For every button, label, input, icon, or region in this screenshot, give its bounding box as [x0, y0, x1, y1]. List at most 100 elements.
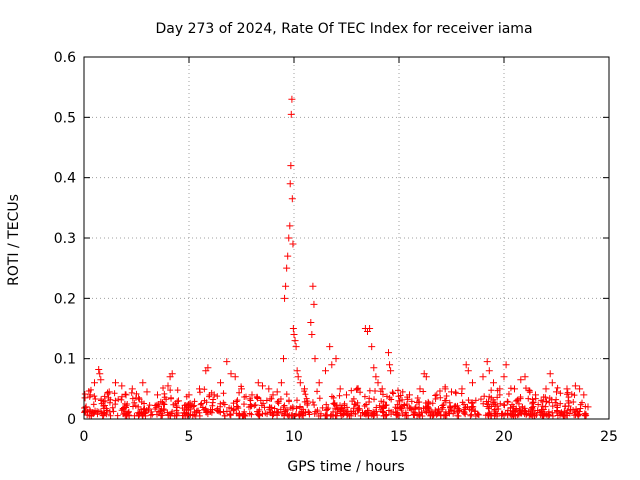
x-tick-label: 5: [185, 429, 194, 445]
noise-point: [541, 410, 548, 417]
noise-point: [167, 387, 174, 394]
noise-point: [157, 407, 164, 414]
data-point: [433, 391, 441, 399]
noise-point: [481, 393, 488, 400]
noise-point: [336, 392, 343, 399]
data-point: [285, 234, 293, 242]
noise-point: [107, 412, 114, 419]
noise-point: [447, 405, 454, 412]
noise-point: [277, 396, 284, 403]
noise-point: [94, 411, 101, 418]
data-point: [315, 379, 323, 387]
noise-point: [495, 406, 502, 413]
data-point: [196, 385, 203, 393]
noise-point: [386, 394, 393, 401]
noise-point: [337, 402, 344, 409]
noise-point: [349, 398, 356, 405]
noise-point: [526, 387, 533, 394]
noise-point: [486, 393, 493, 400]
noise-point: [183, 409, 190, 416]
noise-point: [413, 399, 420, 406]
noise-point: [311, 410, 318, 417]
noise-point: [295, 411, 302, 418]
data-point: [502, 361, 510, 369]
noise-point: [491, 406, 498, 413]
data-point: [280, 355, 287, 363]
noise-point: [354, 407, 361, 414]
noise-point: [452, 403, 459, 410]
noise-point: [105, 394, 112, 401]
y-tick-label: 0: [67, 412, 76, 428]
noise-point: [301, 398, 308, 405]
noise-point: [382, 402, 389, 409]
noise-point: [305, 408, 312, 415]
noise-point: [209, 399, 216, 406]
noise-point: [416, 404, 423, 411]
noise-point: [518, 410, 525, 417]
data-point: [254, 379, 262, 387]
noise-point: [314, 407, 321, 414]
noise-point: [283, 391, 290, 398]
noise-point: [246, 410, 253, 417]
noise-point: [565, 397, 572, 404]
noise-point: [526, 387, 533, 394]
noise-point: [146, 402, 153, 409]
noise-point: [570, 398, 577, 405]
noise-point: [191, 398, 198, 405]
noise-point: [548, 396, 555, 403]
noise-point: [322, 412, 329, 419]
noise-point: [428, 408, 435, 415]
x-tick-label: 20: [495, 429, 513, 445]
noise-point: [302, 409, 309, 416]
data-point: [301, 385, 308, 393]
noise-point: [306, 411, 313, 418]
noise-point: [557, 400, 564, 407]
noise-point: [332, 405, 339, 412]
noise-point: [236, 389, 243, 396]
noise-point: [517, 393, 524, 400]
noise-point: [425, 405, 432, 412]
noise-point: [133, 390, 140, 397]
noise-point: [357, 389, 364, 396]
data-point: [95, 366, 103, 374]
noise-point: [131, 412, 138, 419]
noise-point: [468, 411, 475, 418]
noise-point: [325, 405, 332, 412]
noise-point: [361, 403, 368, 410]
noise-point: [220, 390, 227, 397]
noise-point: [477, 396, 484, 403]
data-point: [112, 379, 119, 387]
noise-point: [488, 387, 495, 394]
noise-point: [311, 401, 318, 408]
data-point: [500, 373, 508, 381]
noise-point: [297, 403, 304, 410]
data-point: [204, 364, 212, 372]
noise-point: [442, 397, 449, 404]
noise-point: [399, 388, 406, 395]
noise-point: [106, 399, 113, 406]
noise-point: [147, 412, 154, 419]
noise-point: [472, 408, 479, 415]
data-point: [175, 397, 182, 405]
noise-point: [350, 405, 357, 412]
noise-point: [160, 384, 167, 391]
data-point: [292, 343, 300, 351]
noise-point: [275, 400, 282, 407]
noise-point: [298, 408, 305, 415]
data-point: [464, 367, 472, 375]
noise-point: [498, 410, 505, 417]
noise-point: [348, 387, 355, 394]
y-tick-label: 0.3: [54, 231, 76, 247]
noise-point: [330, 400, 337, 407]
noise-point: [420, 388, 427, 395]
noise-point: [497, 400, 504, 407]
noise-point: [472, 412, 479, 419]
data-point: [164, 382, 172, 390]
data-point: [542, 385, 550, 393]
data-point: [584, 403, 592, 411]
data-point: [287, 162, 295, 170]
noise-point: [383, 393, 390, 400]
noise-point: [408, 398, 415, 405]
noise-point: [230, 406, 237, 413]
data-point: [521, 373, 529, 381]
